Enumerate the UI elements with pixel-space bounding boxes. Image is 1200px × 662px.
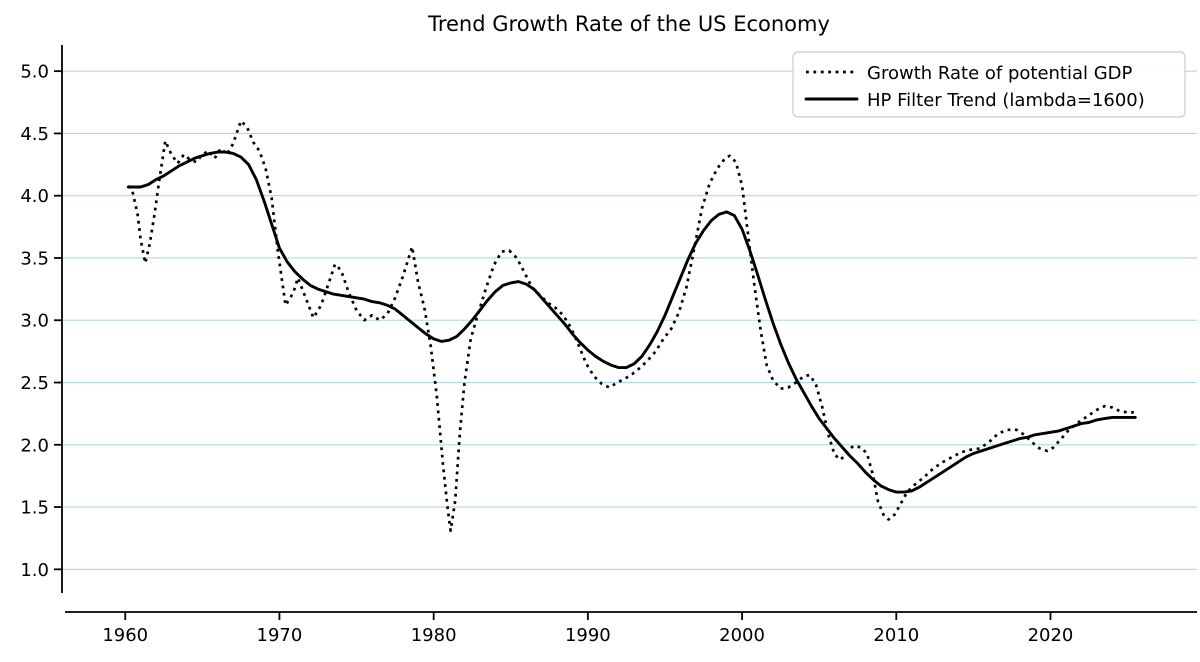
series-solid-line [126, 150, 1137, 494]
y-tick-label: 4.0 [20, 186, 49, 207]
legend-label-hp-filter: HP Filter Trend (lambda=1600) [867, 90, 1145, 111]
legend-box [792, 51, 1186, 118]
y-tick-label: 3.0 [20, 311, 49, 332]
legend: Growth Rate of potential GDP HP Filter T… [792, 51, 1186, 118]
legend-label-potential-gdp: Growth Rate of potential GDP [867, 63, 1133, 84]
y-tick-label: 3.5 [20, 248, 49, 269]
y-tick-label: 5.0 [20, 62, 49, 83]
gridlines [63, 70, 1197, 570]
series-lines [126, 119, 1137, 533]
y-tick-label: 2.5 [20, 373, 49, 394]
y-tick-label: 1.0 [20, 560, 49, 581]
x-tick-label: 2010 [873, 625, 919, 646]
series-dotted-line [127, 119, 1134, 533]
chart-title: Trend Growth Rate of the US Economy [427, 12, 830, 36]
y-tick-label: 2.0 [20, 435, 49, 456]
x-tick-label: 2000 [719, 625, 765, 646]
x-tick-label: 2020 [1028, 625, 1074, 646]
x-tick-label: 1970 [257, 625, 303, 646]
y-tick-label: 1.5 [20, 498, 49, 519]
x-tick-label: 1980 [411, 625, 457, 646]
x-tick-label: 1990 [565, 625, 611, 646]
axes: 1.0 1.5 2.0 2.5 3.0 3.5 4.0 4.5 5.0 1960 1970 1980 1… [20, 45, 1197, 646]
y-tick-label: 4.5 [20, 124, 49, 145]
x-tick-label: 1960 [102, 625, 148, 646]
